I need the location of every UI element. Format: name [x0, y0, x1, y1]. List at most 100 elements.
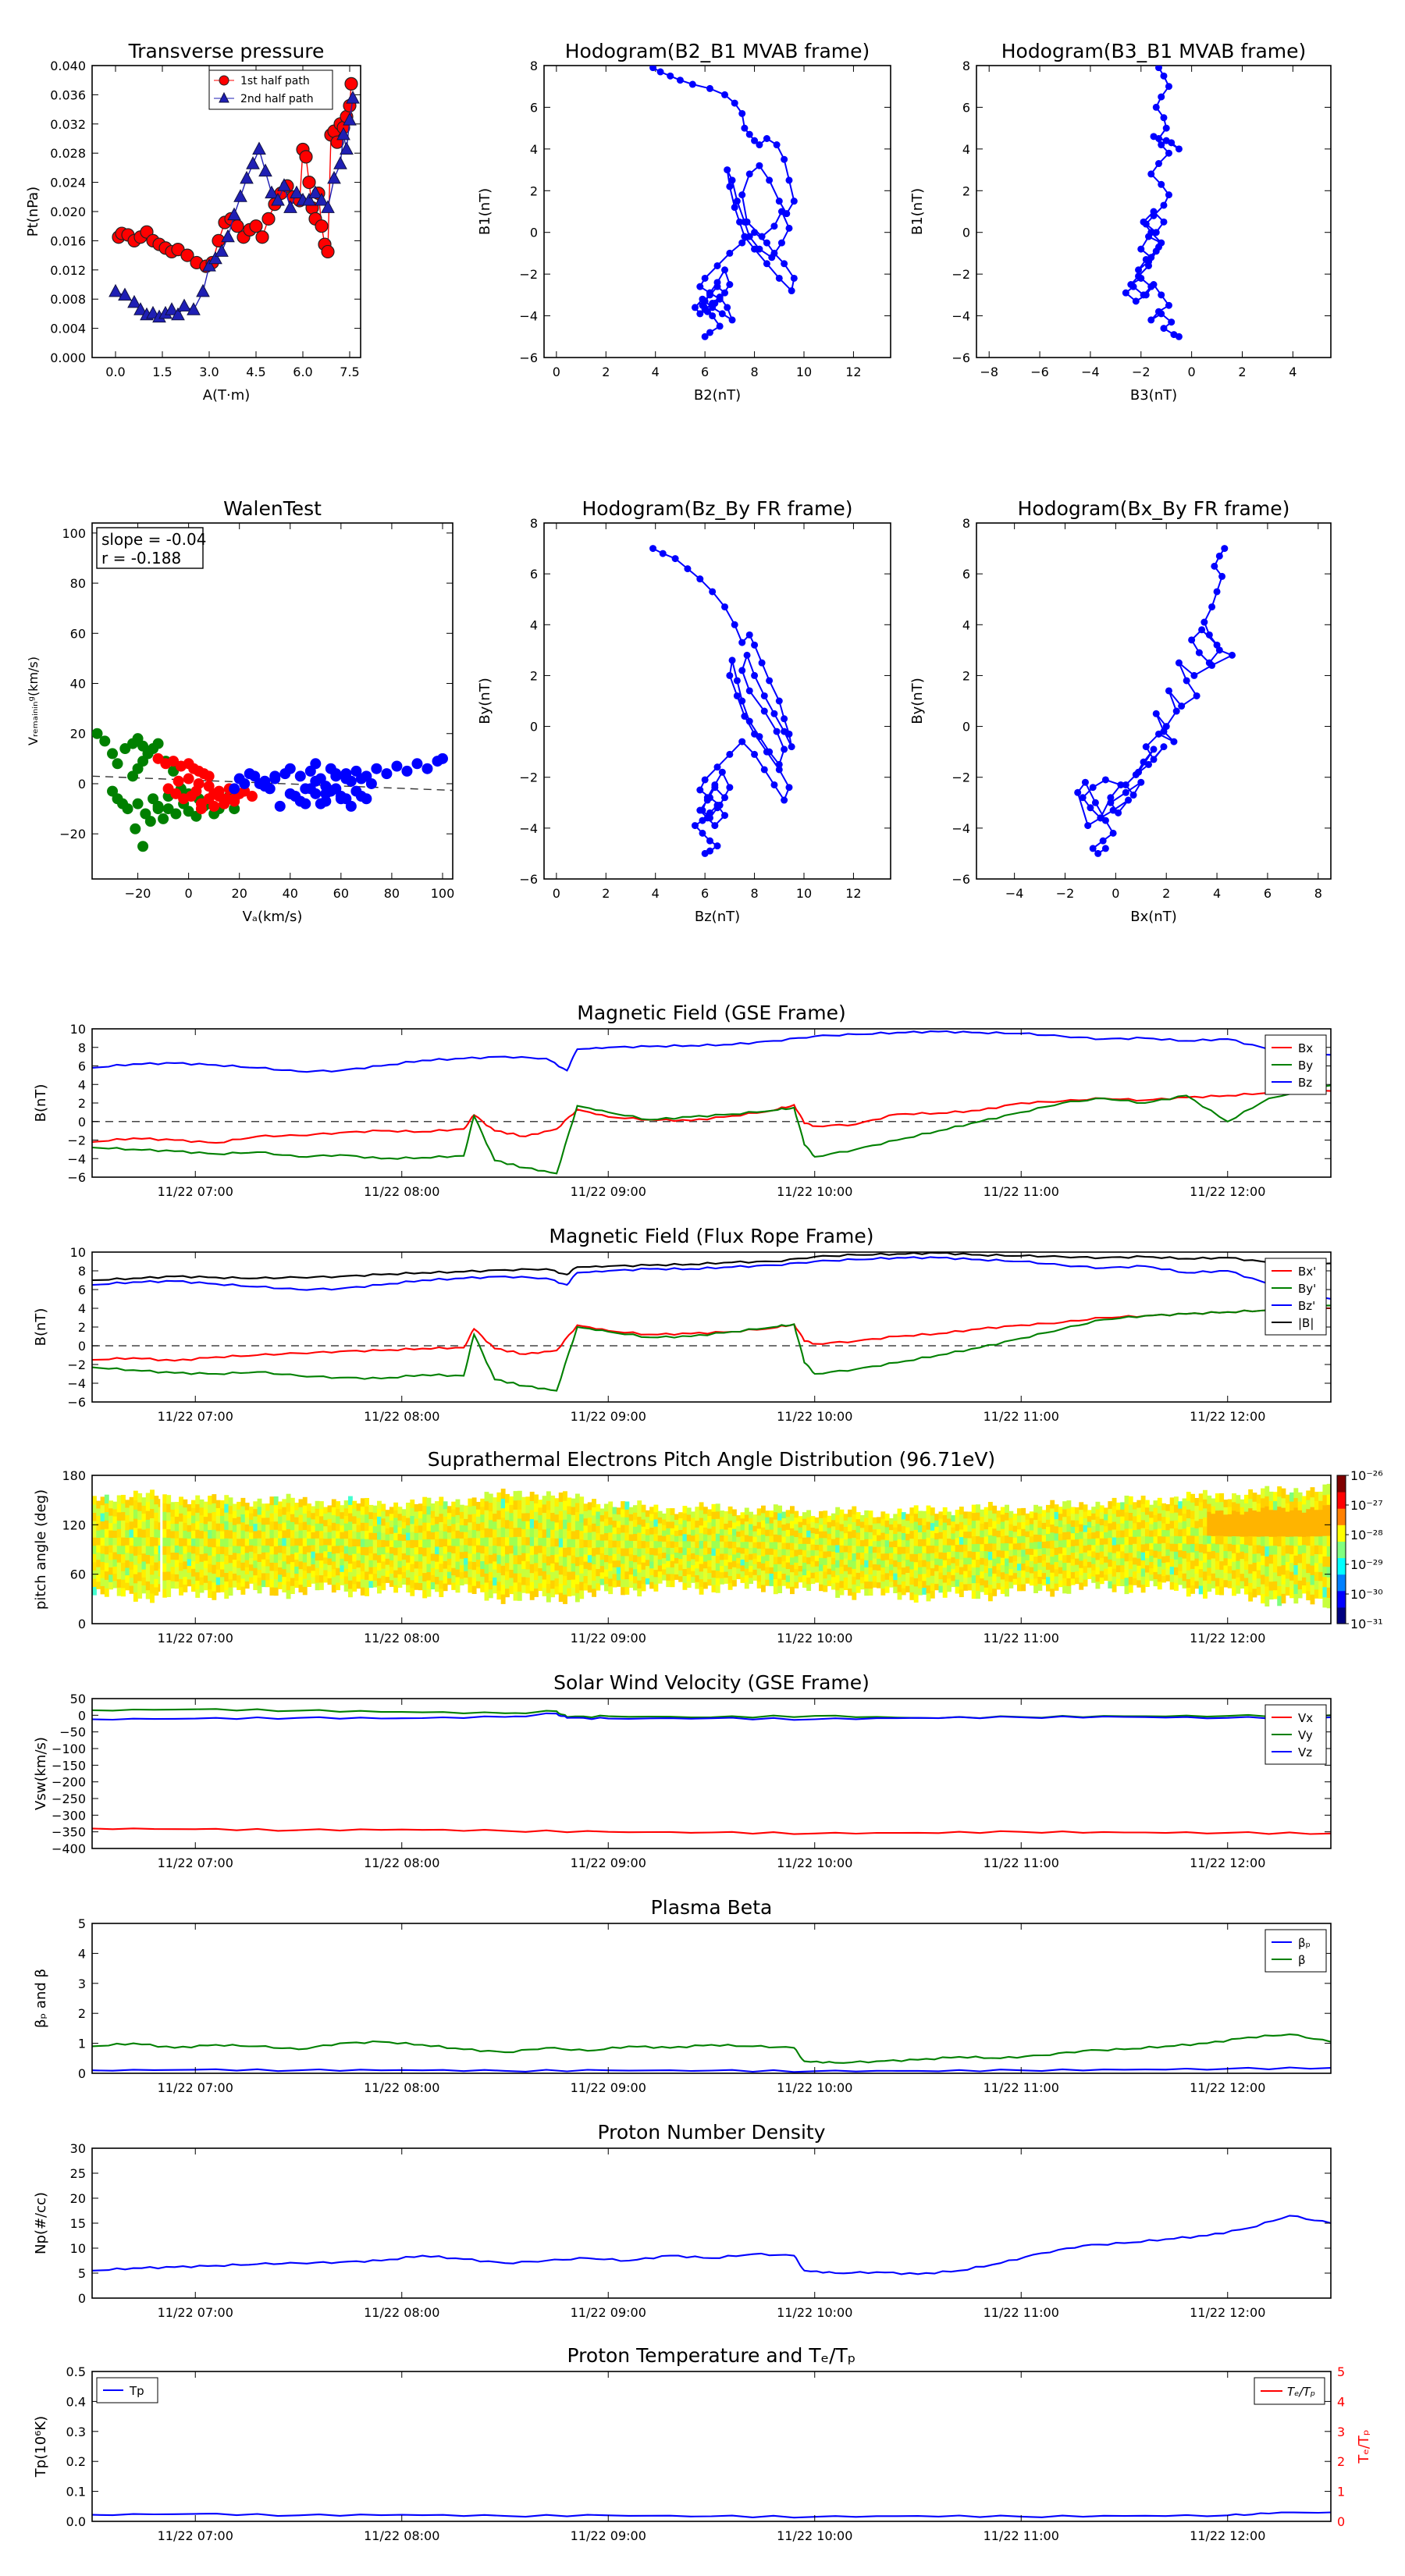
heat-cell	[261, 1559, 266, 1567]
panel-title: Plasma Beta	[651, 1896, 773, 1919]
heat-cell	[190, 1553, 196, 1562]
data-point	[1178, 703, 1186, 710]
heat-cell	[976, 1590, 980, 1599]
heat-cell	[942, 1560, 948, 1568]
heat-cell	[360, 1546, 365, 1556]
heat-cell	[1095, 1538, 1101, 1546]
heat-cell	[1178, 1501, 1183, 1509]
data-point	[713, 763, 721, 771]
heat-cell	[356, 1532, 361, 1539]
heat-cell	[1165, 1510, 1171, 1517]
heat-cell	[368, 1580, 374, 1589]
heat-cell	[571, 1522, 576, 1532]
heat-cell	[212, 1591, 217, 1600]
heat-cell	[1104, 1514, 1108, 1521]
heat-cell	[645, 1535, 650, 1542]
heat-cell	[1182, 1513, 1187, 1521]
heat-cell	[1293, 1488, 1299, 1499]
heat-cell	[1169, 1513, 1175, 1521]
data-point	[775, 697, 783, 705]
heat-cell	[377, 1554, 382, 1563]
heat-cell	[1045, 1548, 1051, 1556]
panel-title: Magnetic Field (GSE Frame)	[577, 1002, 845, 1024]
heat-cell	[1301, 1536, 1307, 1546]
heat-cell	[603, 1576, 609, 1585]
heat-cell	[884, 1539, 890, 1547]
x-tick-label: −8	[980, 365, 998, 379]
heat-cell	[674, 1514, 679, 1520]
heat-cell	[1104, 1550, 1108, 1557]
data-point	[766, 176, 774, 184]
plot-area	[92, 1708, 1331, 1835]
heat-cell	[538, 1522, 543, 1531]
heat-cell	[843, 1558, 848, 1565]
heat-cell	[1033, 1534, 1039, 1542]
heat-cell	[1211, 1542, 1216, 1551]
heat-cell	[1136, 1579, 1142, 1588]
heat-cell	[1207, 1543, 1212, 1552]
heat-cell	[769, 1573, 774, 1580]
heat-cell	[1186, 1578, 1191, 1589]
heat-cell	[864, 1560, 870, 1567]
data-point	[1142, 255, 1150, 263]
heat-cell	[926, 1592, 931, 1602]
heat-cell	[455, 1561, 461, 1570]
heat-cell	[880, 1511, 886, 1519]
heat-cell	[318, 1545, 324, 1553]
heat-cell	[286, 1554, 291, 1564]
heat-cell	[621, 1509, 626, 1517]
heat-cell	[1128, 1552, 1133, 1561]
heat-cell	[286, 1511, 291, 1521]
heat-cell	[1256, 1544, 1261, 1554]
heat-cell	[435, 1568, 439, 1577]
heat-cell	[645, 1547, 650, 1554]
heat-cell	[835, 1529, 841, 1538]
heat-cell	[918, 1574, 923, 1582]
heat-cell	[760, 1548, 766, 1557]
x-tick-label: 11/22 08:00	[364, 2305, 439, 2320]
heat-cell	[1108, 1522, 1113, 1531]
heat-cell	[621, 1563, 626, 1572]
heat-cell	[888, 1535, 894, 1542]
heat-cell	[682, 1506, 688, 1514]
heat-cell	[662, 1513, 667, 1520]
heat-cell	[228, 1514, 233, 1523]
heat-cell	[166, 1511, 172, 1521]
heat-cell	[571, 1514, 576, 1524]
heat-cell	[1058, 1507, 1063, 1514]
heat-cell	[901, 1539, 906, 1547]
heat-cell	[1297, 1562, 1303, 1572]
heat-cell	[1165, 1517, 1171, 1525]
heat-cell	[884, 1520, 890, 1528]
heat-cell	[1223, 1535, 1229, 1544]
heat-cell	[1281, 1593, 1286, 1604]
heat-cell	[740, 1529, 745, 1536]
heat-cell	[435, 1516, 439, 1525]
heat-cell	[819, 1550, 823, 1558]
data-point	[1165, 191, 1172, 199]
colorbar-tick-label: 10⁻²⁹	[1350, 1557, 1383, 1572]
heat-cell	[666, 1567, 671, 1574]
heat-cell	[1232, 1527, 1236, 1536]
heat-cell	[1252, 1501, 1257, 1510]
heat-cell	[731, 1535, 737, 1542]
heat-cell	[435, 1546, 439, 1555]
heat-cell	[199, 1522, 205, 1532]
x-tick-label: 60	[333, 886, 349, 901]
heat-cell	[967, 1511, 973, 1519]
heat-cell	[261, 1524, 266, 1532]
heat-cell	[343, 1576, 349, 1585]
y-tick-label: 4	[530, 142, 538, 157]
heat-cell	[365, 1506, 370, 1515]
heat-cell	[752, 1553, 758, 1559]
heat-cell	[439, 1521, 444, 1531]
heat-cell	[574, 1583, 580, 1593]
heat-cell	[1054, 1576, 1059, 1584]
heat-cell	[1190, 1568, 1196, 1578]
heat-cell	[1058, 1553, 1063, 1560]
heat-cell	[311, 1570, 316, 1578]
y-tick-label: 2	[530, 183, 538, 198]
heat-cell	[1306, 1545, 1311, 1555]
heat-cell	[269, 1504, 275, 1514]
